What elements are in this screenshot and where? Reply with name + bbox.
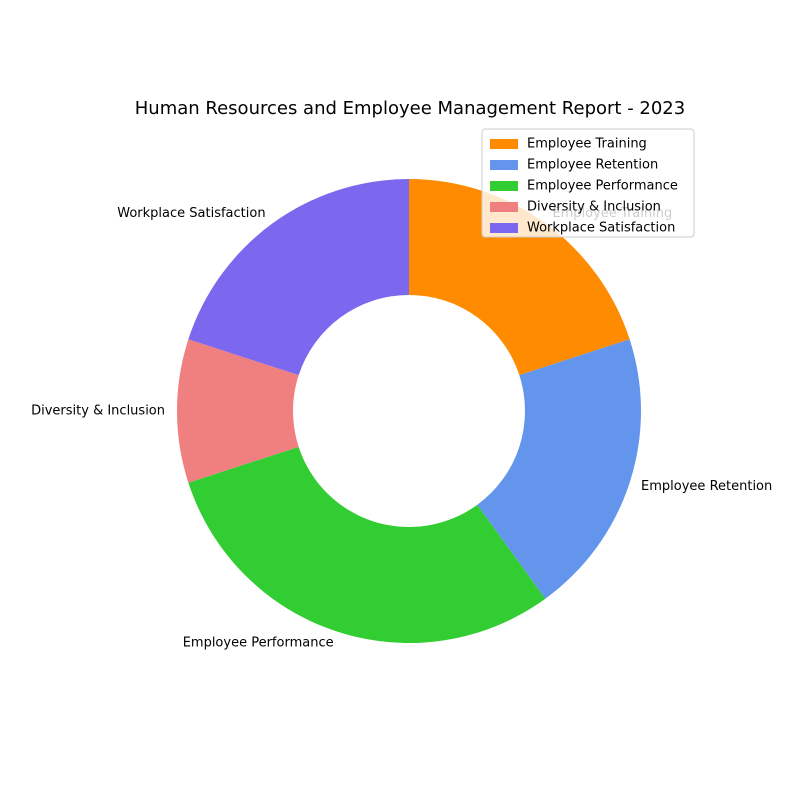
legend-swatch-employee-training (490, 139, 518, 149)
slice-workplace-satisfaction (188, 179, 409, 376)
legend-swatch-employee-performance (490, 181, 518, 191)
legend-label-employee-performance: Employee Performance (527, 179, 678, 194)
legend-label-employee-retention: Employee Retention (527, 158, 658, 173)
legend-box (481, 128, 695, 238)
legend-swatch-diversity-and-inclusion (490, 202, 518, 212)
legend-swatch-workplace-satisfaction (490, 223, 518, 233)
chart-title: Human Resources and Employee Management … (135, 98, 685, 119)
slice-label-diversity-and-inclusion: Diversity & Inclusion (31, 404, 165, 419)
slice-employee-performance (188, 446, 546, 643)
slice-employee-training (409, 179, 630, 376)
legend-label-diversity-and-inclusion: Diversity & Inclusion (527, 200, 661, 215)
slice-diversity-and-inclusion (176, 339, 299, 483)
legend: Employee Training Employee Retention Emplo… (481, 128, 695, 238)
slice-label-employee-retention: Employee Retention (641, 479, 772, 494)
slice-label-employee-performance: Employee Performance (183, 636, 334, 651)
slice-employee-retention (477, 339, 641, 599)
legend-label-workplace-satisfaction: Workplace Satisfaction (527, 221, 675, 236)
donut-slices (176, 179, 641, 643)
legend-swatch-employee-retention (490, 160, 518, 170)
slice-label-workplace-satisfaction: Workplace Satisfaction (117, 206, 265, 221)
legend-label-employee-training: Employee Training (527, 137, 647, 152)
